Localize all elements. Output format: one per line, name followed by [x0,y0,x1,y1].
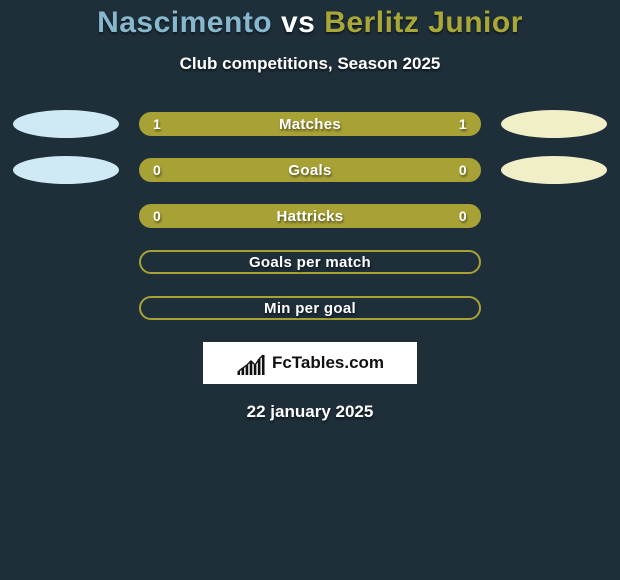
stat-row: Goals per match [0,250,620,274]
stat-label: Goals [288,162,331,179]
logo-bars-icon [236,351,266,375]
player-left-oval [13,110,119,138]
comparison-infographic: Nascimento vs Berlitz Junior Club compet… [0,0,620,580]
stat-value-right: 1 [459,116,467,132]
stat-row: 0 Goals 0 [0,158,620,182]
stat-pill: Goals per match [139,250,481,274]
title-vs: vs [281,6,315,39]
stat-value-right: 0 [459,208,467,224]
stat-value-left: 0 [153,162,161,178]
title-player-left: Nascimento [97,6,272,39]
stat-value-left: 0 [153,208,161,224]
stat-value-right: 0 [459,162,467,178]
fctables-logo: FcTables.com [203,342,417,384]
stat-pill: 0 Goals 0 [139,158,481,182]
stats-block: 1 Matches 1 0 Goals 0 0 Hattricks 0 Goals per mat… [0,112,620,320]
stat-row: 1 Matches 1 [0,112,620,136]
stat-label: Goals per match [249,254,371,271]
stat-pill: Min per goal [139,296,481,320]
stat-pill: 1 Matches 1 [139,112,481,136]
stat-value-left: 1 [153,116,161,132]
stat-label: Min per goal [264,300,356,317]
stat-label: Matches [279,116,341,133]
subtitle: Club competitions, Season 2025 [0,54,620,74]
stat-row: 0 Hattricks 0 [0,204,620,228]
player-right-oval [501,110,607,138]
stat-row: Min per goal [0,296,620,320]
stat-label: Hattricks [277,208,344,225]
stat-pill: 0 Hattricks 0 [139,204,481,228]
title-player-right: Berlitz Junior [324,6,523,39]
player-right-oval [501,156,607,184]
page-title: Nascimento vs Berlitz Junior [0,6,620,40]
logo-text: FcTables.com [272,353,384,373]
player-left-oval [13,156,119,184]
footer-date: 22 january 2025 [0,402,620,422]
